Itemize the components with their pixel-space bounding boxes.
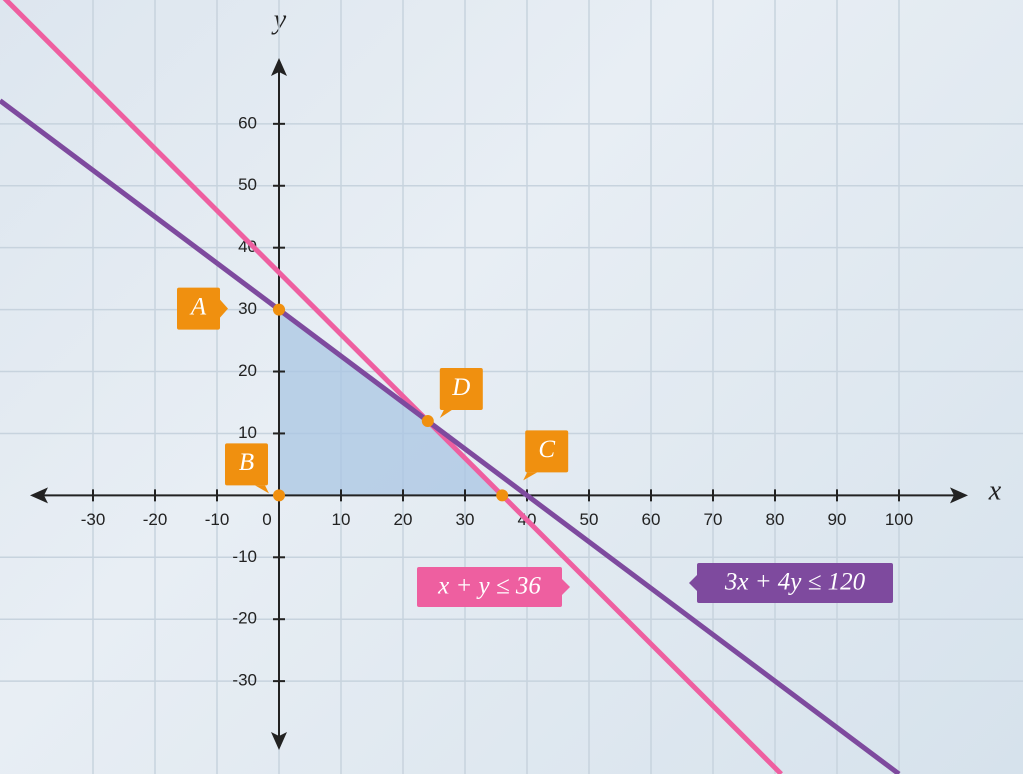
point-label: D [451,374,470,401]
x-tick-label: 50 [580,510,599,529]
x-tick-label: 10 [332,510,351,529]
x-tick-label: -10 [205,510,230,529]
constraint-line [2,0,783,774]
vertex-point [421,415,434,428]
legend-box [417,567,562,607]
constraint-line [0,98,901,774]
x-tick-label: 0 [262,510,271,529]
legend-label: 3x + 4y ≤ 120 [724,569,866,596]
x-tick-label: -20 [143,510,168,529]
x-tick-label: 30 [456,510,475,529]
point-label-pointer [439,410,452,419]
y-tick-label: -30 [232,671,257,690]
legend-box [697,563,893,603]
point-label-box [525,430,569,473]
vertex-point [496,489,509,502]
feasible-region [279,309,503,496]
x-tick-label: 70 [704,510,723,529]
y-tick-label: -10 [232,547,257,566]
legend-pointer [562,579,570,595]
point-label-pointer [220,299,228,318]
x-tick-label: 80 [766,510,785,529]
y-tick-label: 60 [238,113,257,132]
vertex-point [273,303,285,316]
y-tick-label: 40 [238,237,257,256]
legend-label: x + y ≤ 36 [437,573,541,600]
point-label: B [239,449,254,476]
legend-pointer [689,575,697,591]
x-tick-label: 100 [885,510,913,529]
y-tick-label: 30 [238,299,257,318]
point-label-box [439,368,483,411]
point-label: A [189,293,207,320]
point-label: C [538,436,555,463]
point-label-box [225,443,268,486]
y-tick-label: -20 [232,609,257,628]
point-label-pointer [255,485,269,494]
y-tick-label: 20 [238,361,257,380]
x-tick-label: 60 [642,510,661,529]
x-axis-label: x [988,475,1002,506]
vertex-point [273,489,285,502]
x-tick-label: -30 [81,510,106,529]
y-tick-label: 10 [238,423,257,442]
y-tick-label: 50 [238,175,257,194]
x-tick-label: 90 [828,510,847,529]
point-label-box [177,287,220,330]
x-tick-label: 20 [394,510,413,529]
point-label-pointer [523,472,538,481]
